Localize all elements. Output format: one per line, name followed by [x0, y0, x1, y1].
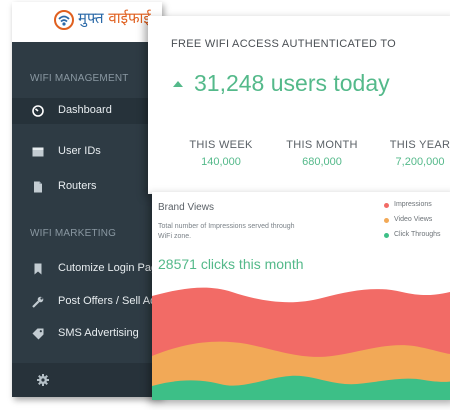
logo-text: मुफ्त वाईफाई: [78, 8, 151, 28]
dashboard-gauge-icon: [32, 105, 44, 117]
bookmark-icon: [34, 263, 42, 275]
sidebar-footer: [12, 363, 162, 397]
legend-dot: [384, 233, 389, 238]
sidebar-item-customize-login[interactable]: Cutomize Login Page: [12, 256, 164, 282]
card-title: FREE WIFI ACCESS AUTHENTICATED TO: [171, 38, 397, 50]
stat-value: 140,000: [201, 156, 241, 168]
sidebar: मुफ्त वाईफाई WIFI MANAGEMENT Dashboard U…: [12, 2, 164, 397]
sidebar-item-label: Routers: [58, 180, 97, 192]
users-today-value: 31,248 users today: [194, 70, 390, 96]
stat-value: 680,000: [302, 156, 342, 168]
card-title: Brand Views: [158, 202, 214, 213]
legend-label: Video Views: [394, 216, 433, 223]
tag-icon: [32, 328, 44, 340]
document-icon: [34, 181, 42, 193]
card-icon: [32, 147, 44, 157]
wifi-logo-icon: [54, 10, 74, 30]
section-title-wifi-marketing: WIFI MARKETING: [30, 228, 117, 239]
stat-label: THIS YEAR: [389, 139, 450, 151]
legend-dot: [384, 218, 389, 223]
sidebar-item-label: SMS Advertising: [58, 327, 139, 339]
clicks-this-month: 28571 clicks this month: [158, 256, 304, 272]
sidebar-item-post-offers[interactable]: Post Offers / Sell Ads: [12, 289, 162, 315]
logo-text-blue: मुफ्त: [78, 9, 109, 27]
sidebar-item-label: Post Offers / Sell Ads: [58, 295, 162, 307]
sidebar-item-routers[interactable]: Routers: [12, 174, 162, 200]
legend-label: Click Throughs: [394, 231, 441, 238]
card-subtitle: Total number of Impressions served throu…: [158, 223, 295, 240]
sidebar-item-sms-advertising[interactable]: SMS Advertising: [12, 321, 162, 347]
legend-dot: [384, 203, 389, 208]
logo-bar[interactable]: मुफ्त वाईफाई: [12, 2, 162, 42]
stat-this-month: THIS MONTH 680,000: [277, 139, 367, 168]
logo-text-orange: वाईफाई: [108, 9, 151, 27]
stat-value: 7,200,000: [395, 156, 445, 168]
stat-label: THIS WEEK: [189, 139, 253, 151]
authenticated-users-card: FREE WIFI ACCESS AUTHENTICATED TO 31,248…: [148, 16, 450, 194]
gear-icon[interactable]: [37, 374, 49, 386]
section-title-wifi-management: WIFI MANAGEMENT: [30, 73, 129, 84]
sidebar-item-dashboard[interactable]: Dashboard: [12, 98, 162, 124]
sidebar-item-label: Cutomize Login Page: [58, 262, 164, 274]
stat-this-year: THIS YEAR 7,200,000: [382, 139, 450, 168]
sidebar-item-user-ids[interactable]: User IDs: [12, 139, 162, 165]
click-throughs-area[interactable]: [152, 375, 450, 400]
legend-label: Impressions: [394, 201, 432, 208]
stat-this-week: THIS WEEK 140,000: [177, 139, 265, 168]
stacked-area-chart: [152, 287, 450, 400]
wrench-icon: [32, 296, 44, 308]
stat-label: THIS MONTH: [286, 139, 358, 151]
up-triangle-icon: [173, 81, 183, 87]
brand-views-card: Brand Views Total number of Impressions …: [152, 192, 450, 400]
sidebar-item-label: User IDs: [58, 145, 101, 157]
sidebar-item-label: Dashboard: [58, 104, 112, 116]
